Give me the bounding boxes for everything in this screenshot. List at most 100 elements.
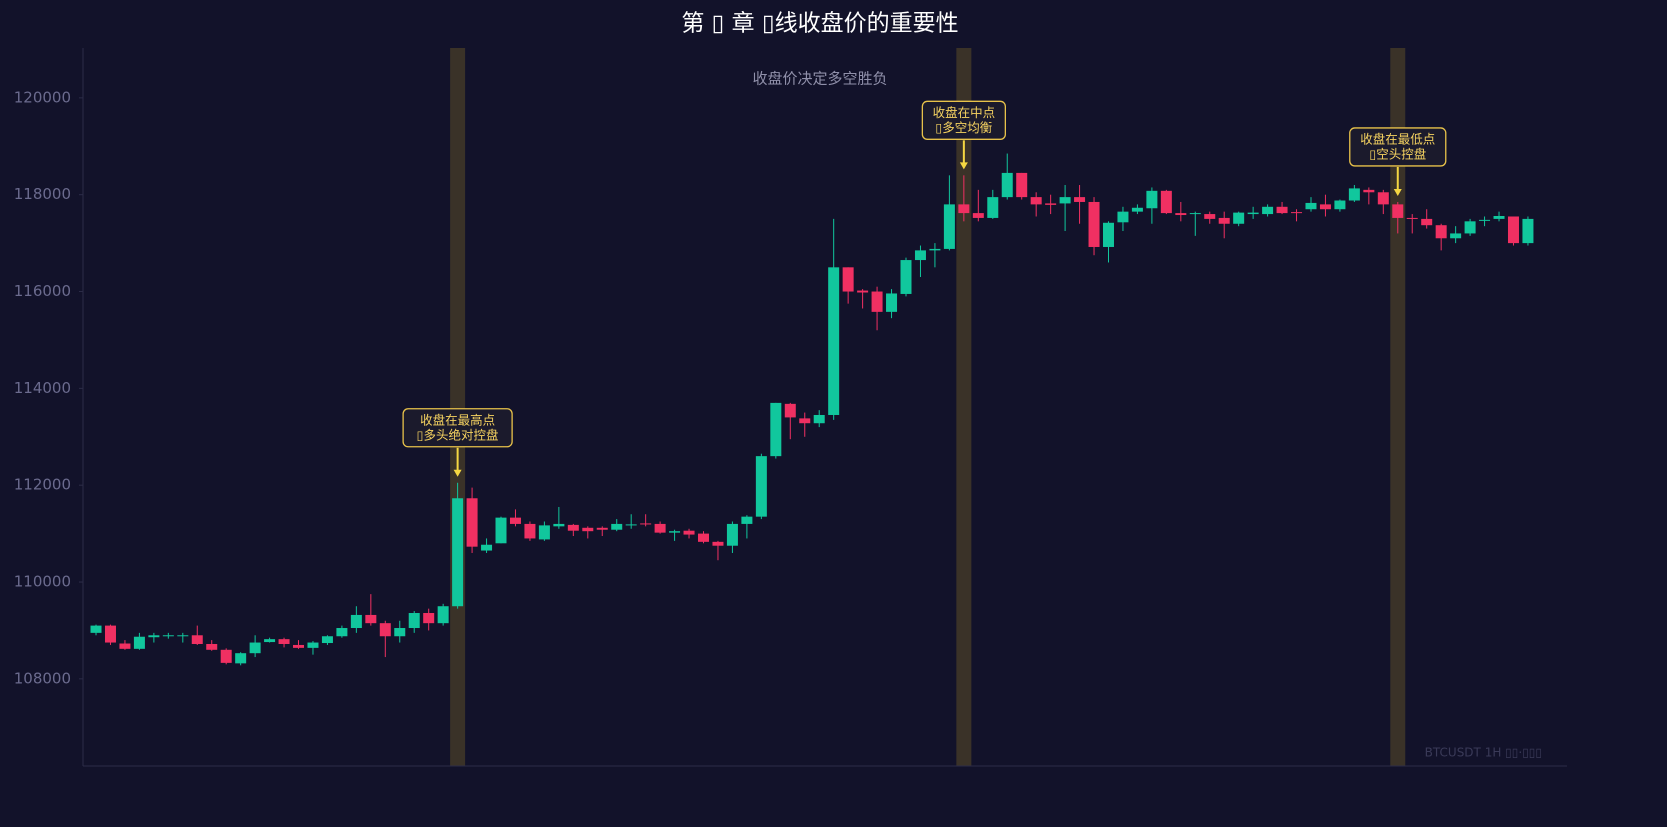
candle-body — [943, 204, 955, 249]
y-tick-label: 118000 — [14, 185, 71, 203]
annotation-text: 收盘在中点 — [933, 105, 996, 120]
candle-body — [1450, 233, 1462, 239]
candle-body — [799, 418, 811, 424]
candle-body — [1059, 197, 1071, 204]
chart-subtitle: 收盘价决定多空胜负 — [752, 70, 887, 88]
annotation-text: ▯多头绝对控盘 — [417, 427, 499, 442]
candle-body — [1045, 203, 1057, 205]
candle-body — [177, 635, 189, 637]
candle-body — [1175, 213, 1187, 216]
candle-body — [1030, 197, 1042, 205]
candle-body — [104, 625, 116, 643]
candle-body — [350, 614, 362, 629]
candle-body — [726, 523, 738, 546]
candle-body — [148, 635, 160, 638]
candle-body — [206, 643, 218, 650]
candle-body — [1247, 212, 1259, 215]
chart-title: 第 ▯ 章 ▯线收盘价的重要性 — [681, 11, 958, 37]
candle-body — [1204, 214, 1216, 219]
annotation-text: 收盘在最低点 — [1360, 131, 1435, 146]
candle-body — [1218, 217, 1230, 224]
candle-body — [1435, 225, 1447, 239]
annotation-arrowhead — [959, 162, 968, 170]
candle-body — [1479, 219, 1491, 221]
annotation-box — [1349, 127, 1447, 167]
candle-body — [1377, 192, 1389, 205]
candle-body — [828, 267, 840, 415]
candle-body — [321, 636, 333, 644]
y-tick-label: 108000 — [14, 669, 71, 687]
y-tick-label: 114000 — [14, 379, 71, 397]
candle-body — [452, 498, 464, 607]
candle-body — [813, 414, 825, 424]
annotation-box — [402, 408, 513, 448]
candle-body — [220, 649, 232, 663]
y-tick-label: 110000 — [14, 573, 71, 591]
candle-body — [640, 523, 652, 525]
candle-body — [1363, 189, 1375, 193]
candle-body — [466, 498, 478, 547]
candle-body — [1146, 190, 1158, 209]
annotation-text: ▯多空均衡 — [935, 120, 992, 135]
y-tick-label: 116000 — [14, 282, 71, 300]
candle-body — [625, 524, 637, 526]
candle-body — [1233, 212, 1245, 224]
annotation-text: ▯空头控盘 — [1369, 146, 1426, 161]
candle-body — [1276, 206, 1288, 214]
candle-body — [1493, 216, 1505, 219]
candle-body — [1305, 202, 1317, 210]
candle-body — [1001, 172, 1013, 198]
candle-body — [900, 260, 912, 294]
y-tick-label: 120000 — [14, 88, 71, 106]
candle-body — [857, 290, 869, 293]
candle-body — [553, 523, 565, 527]
candle-body — [741, 516, 753, 524]
candle-body — [929, 248, 941, 251]
candle-body — [1392, 204, 1404, 218]
candle-body — [278, 639, 290, 644]
candle-body — [1319, 204, 1331, 210]
candle-body — [379, 623, 391, 637]
candle-body — [538, 525, 550, 540]
highlight-band — [450, 48, 466, 766]
candle-body — [683, 530, 695, 535]
candle-body — [987, 197, 999, 218]
candle-body — [90, 625, 102, 633]
candle-body — [336, 628, 348, 637]
annotation-box — [921, 100, 1007, 140]
candle-body — [1189, 213, 1201, 215]
candle-body — [307, 642, 319, 648]
candle-body — [408, 613, 420, 629]
candle-body — [972, 213, 984, 218]
candle-body — [293, 644, 305, 648]
candle-body — [119, 643, 131, 649]
candle-body — [567, 524, 579, 531]
candle-body — [1117, 211, 1129, 223]
candle-body — [1291, 212, 1303, 214]
candle-body — [1348, 188, 1360, 201]
candle-body — [249, 642, 261, 654]
candle-body — [1421, 218, 1433, 226]
candle-body — [481, 544, 493, 551]
candle-body — [755, 456, 767, 517]
candle-body — [1131, 207, 1143, 212]
candle-body — [611, 523, 623, 530]
candle-body — [582, 527, 594, 532]
candle-body — [235, 653, 247, 664]
candle-body — [524, 523, 536, 539]
candle-body — [886, 293, 898, 312]
candle-body — [394, 628, 406, 637]
candle-body — [712, 541, 724, 546]
annotation-arrowhead — [453, 469, 462, 477]
candle-body — [842, 267, 854, 292]
candle-body — [264, 639, 276, 643]
candle-body — [423, 613, 435, 624]
candle-body — [914, 250, 926, 261]
candle-body — [437, 606, 449, 624]
candle-body — [1406, 217, 1418, 219]
candle-body — [1507, 216, 1519, 244]
highlight-band — [1390, 48, 1406, 766]
candle-body — [654, 523, 666, 533]
